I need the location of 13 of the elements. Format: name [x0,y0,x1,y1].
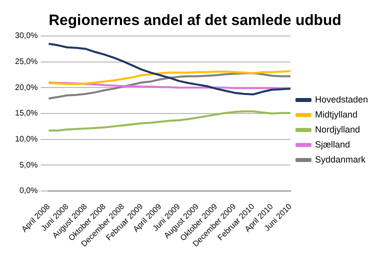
legend-label: Syddanmark [314,154,366,164]
y-tick-label: 5,0% [19,160,38,170]
legend-label: Hovedstaden [314,94,368,104]
y-tick-label: 30,0% [14,31,38,40]
legend-label: Sjælland [314,139,350,150]
legend-label: Midtjylland [314,109,358,120]
y-tick-label: 20,0% [14,82,38,92]
legend-label: Nordjylland [314,124,360,134]
y-tick-label: 10,0% [14,134,38,144]
y-tick-label: 25,0% [14,57,38,66]
chart-title: Regionernes andel af det samlede udbud [48,12,342,30]
y-tick-label: 0,0% [19,186,38,196]
y-tick-label: 15,0% [14,108,38,118]
